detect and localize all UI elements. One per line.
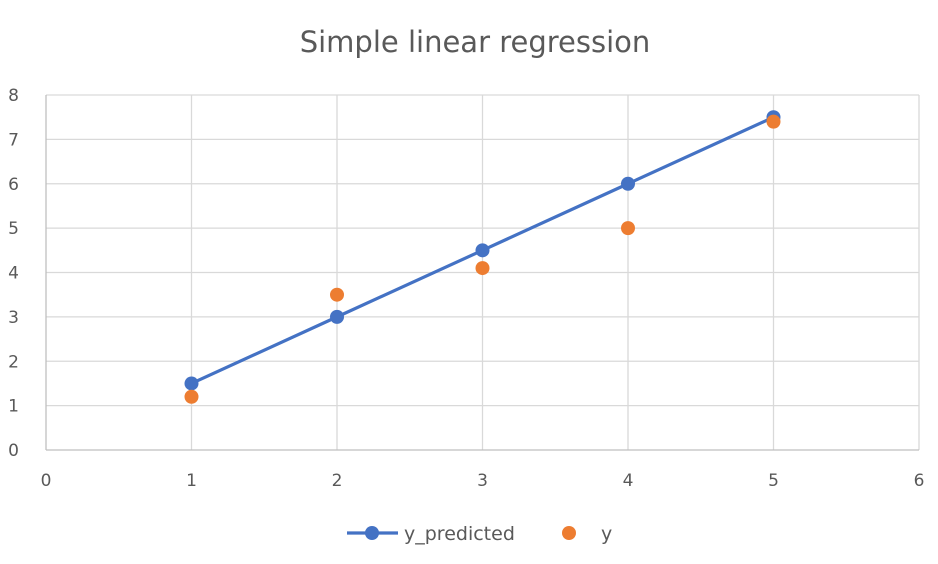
x-tick-label-3: 3 xyxy=(477,471,488,491)
x-tick-label-5: 5 xyxy=(768,471,779,491)
point-y-2 xyxy=(475,261,490,276)
legend-label-y: y xyxy=(601,523,612,545)
point-y-predicted-0 xyxy=(184,376,199,391)
point-y-4 xyxy=(766,114,781,129)
y-tick-label-8: 8 xyxy=(8,86,19,106)
x-tick-label-4: 4 xyxy=(623,471,634,491)
legend-marker-swatch xyxy=(365,526,379,540)
point-y-predicted-2 xyxy=(475,243,490,258)
series-y xyxy=(184,114,781,404)
x-tick-label-1: 1 xyxy=(186,471,197,491)
legend-item-y: y xyxy=(562,523,612,545)
series-y-predicted xyxy=(184,110,781,391)
y-tick-label-7: 7 xyxy=(8,130,19,150)
point-y-predicted-1 xyxy=(330,309,344,324)
point-y-1 xyxy=(330,287,344,302)
y-tick-label-3: 3 xyxy=(8,308,19,328)
x-tick-label-2: 2 xyxy=(332,471,343,491)
x-tick-label-0: 0 xyxy=(41,471,52,491)
y-tick-label-1: 1 xyxy=(8,397,19,417)
point-y-0 xyxy=(184,389,199,404)
x-tick-label-6: 6 xyxy=(914,471,925,491)
gridlines xyxy=(46,94,920,450)
axes xyxy=(45,95,919,451)
legend-item-y-predicted: y_predicted xyxy=(347,523,515,545)
legend-label-y-predicted: y_predicted xyxy=(404,523,515,545)
point-y-3 xyxy=(621,221,635,236)
legend-marker-swatch xyxy=(562,526,576,540)
y-tick-label-6: 6 xyxy=(8,175,19,195)
series-layer xyxy=(184,110,781,404)
y-tick-label-5: 5 xyxy=(8,219,19,239)
legend: y_predicted y xyxy=(347,523,612,545)
tick-labels: 0 1 2 3 4 5 6 7 8 0 1 2 3 4 5 6 xyxy=(8,86,924,491)
y-tick-label-2: 2 xyxy=(8,352,19,372)
y-tick-label-4: 4 xyxy=(8,264,19,284)
point-y-predicted-3 xyxy=(621,176,635,191)
chart-title: Simple linear regression xyxy=(300,25,651,59)
y-tick-label-0: 0 xyxy=(8,441,19,461)
